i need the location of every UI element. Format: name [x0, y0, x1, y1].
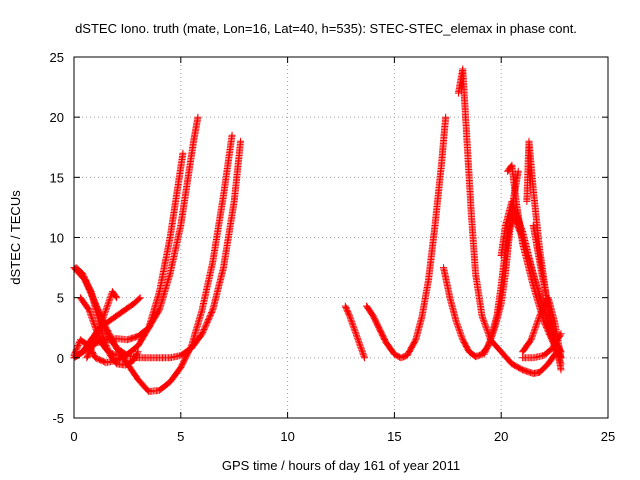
- y-tick-label: -5: [52, 411, 64, 426]
- x-tick-label: 20: [494, 429, 508, 444]
- axis-ticks: 0 5 10 15 20 25 -5 0 5 10 15 20 25: [50, 50, 616, 444]
- data-series-18: [529, 222, 565, 374]
- y-axis-label: dSTEC / TECUs: [8, 190, 23, 285]
- x-tick-label: 5: [177, 429, 184, 444]
- data-points: [70, 65, 565, 395]
- x-tick-label: 25: [601, 429, 615, 444]
- y-tick-label: 15: [50, 170, 64, 185]
- data-series-9: [341, 302, 368, 362]
- data-series-2: [70, 149, 187, 367]
- data-series-markers: [519, 330, 565, 362]
- y-tick-label: 10: [50, 231, 64, 246]
- data-series-11: [440, 167, 522, 361]
- data-series-markers: [440, 167, 522, 361]
- data-series-19: [519, 330, 565, 362]
- y-tick-label: 5: [57, 291, 64, 306]
- data-series-10: [363, 113, 450, 362]
- y-tick-label: 0: [57, 351, 64, 366]
- data-series-12: [455, 65, 561, 377]
- data-series-markers: [529, 222, 565, 374]
- data-series-markers: [455, 65, 561, 377]
- data-series-markers: [363, 113, 450, 362]
- chart-title: dSTEC Iono. truth (mate, Lon=16, Lat=40,…: [75, 21, 577, 36]
- grid: [74, 57, 608, 418]
- data-series-markers: [341, 302, 368, 362]
- y-tick-label: 20: [50, 110, 64, 125]
- x-tick-label: 10: [280, 429, 294, 444]
- x-tick-label: 15: [387, 429, 401, 444]
- x-axis-label: GPS time / hours of day 161 of year 2011: [222, 458, 460, 473]
- x-tick-label: 0: [70, 429, 77, 444]
- data-series-markers: [70, 149, 187, 367]
- y-tick-label: 25: [50, 50, 64, 65]
